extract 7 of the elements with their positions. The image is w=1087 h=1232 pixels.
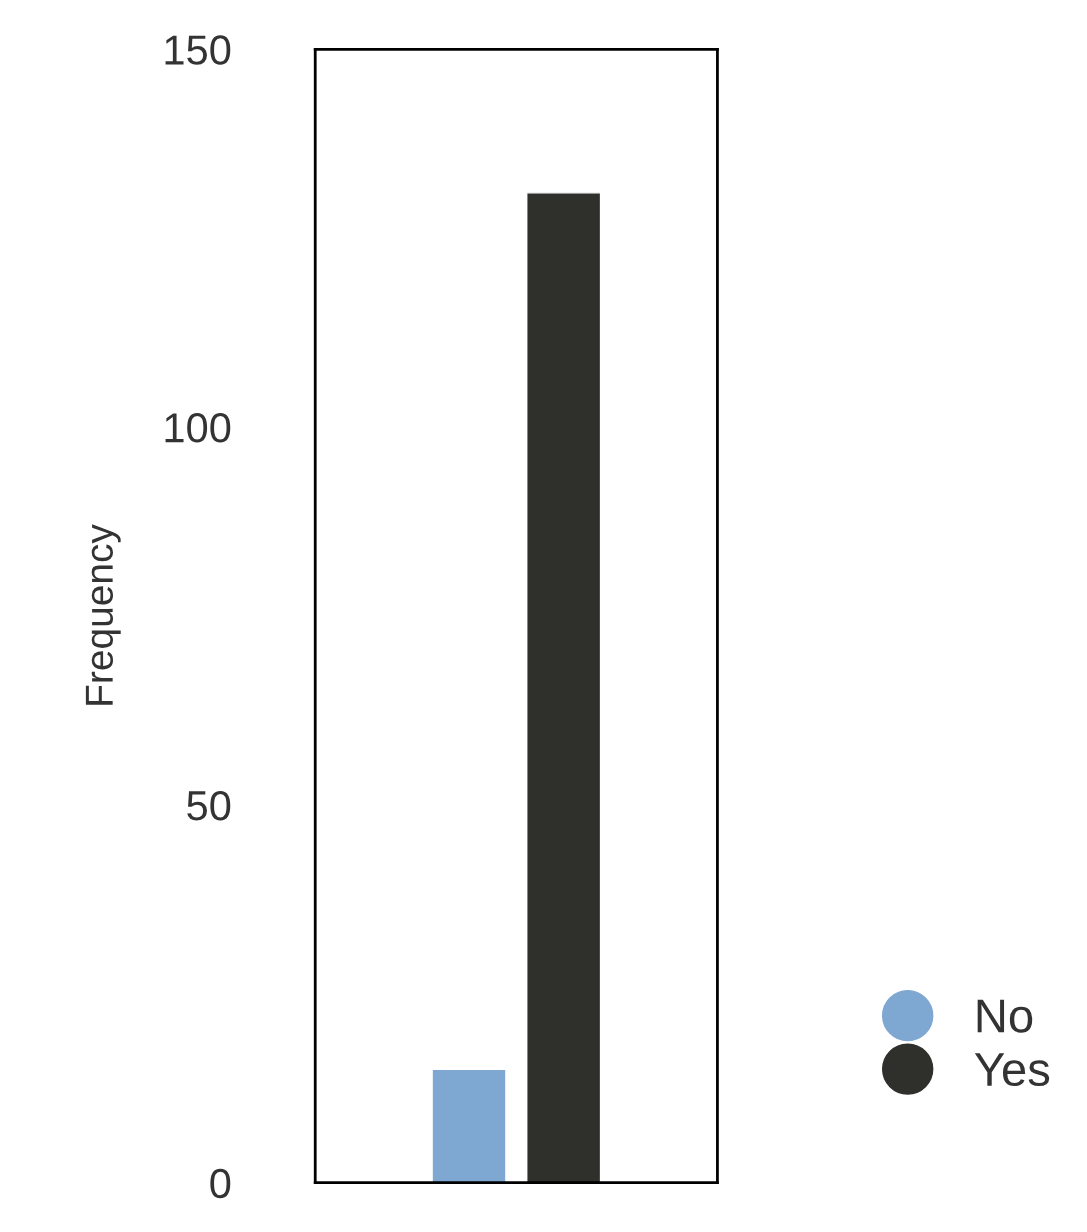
y-tick-label: 0 — [210, 1168, 231, 1199]
y-tick-label: 50 — [187, 790, 231, 821]
y-tick-label: 150 — [165, 35, 231, 65]
y-axis-title: Frequency — [85, 524, 121, 705]
legend-label: Yes — [974, 1053, 1050, 1087]
legend-label: No — [977, 999, 1033, 1033]
y-tick-label: 100 — [165, 413, 231, 443]
